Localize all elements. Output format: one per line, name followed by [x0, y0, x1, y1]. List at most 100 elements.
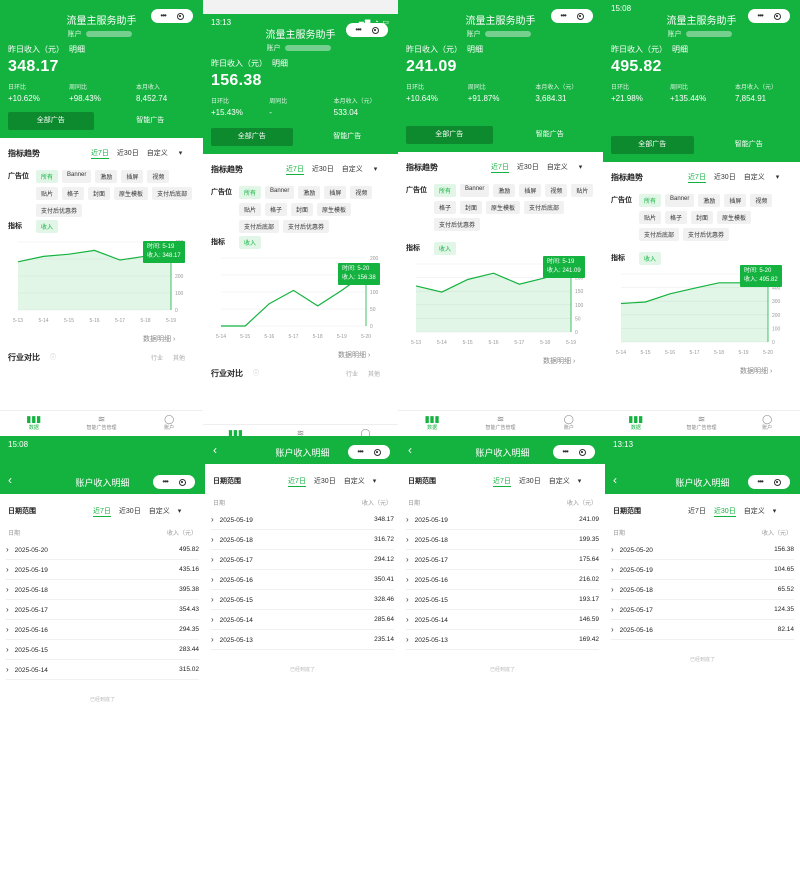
more-dots-icon[interactable]: ••• — [757, 11, 763, 20]
table-row[interactable]: 2025-05-14 146.59 — [406, 610, 599, 630]
mini-program-close-icon[interactable] — [576, 12, 584, 20]
ad-slot-chip[interactable]: 原生模板 — [317, 203, 352, 216]
ad-slot-chip[interactable]: 贴片 — [36, 187, 59, 200]
mini-program-close-icon[interactable] — [773, 12, 781, 20]
data-detail-link[interactable]: 数据明细 › — [338, 350, 370, 360]
compare-tab[interactable]: 其他 — [173, 356, 186, 362]
range-option[interactable]: 近30日 — [713, 508, 736, 517]
nav-item[interactable]: ◯账户 — [535, 411, 603, 436]
ad-slot-chip[interactable]: 支付后底部 — [152, 187, 193, 200]
ad-slot-chip[interactable]: 支付后优惠券 — [36, 204, 83, 217]
detail-link[interactable]: 明细 — [69, 45, 85, 54]
ad-slot-chip[interactable]: 原生模板 — [717, 211, 752, 224]
range-option[interactable]: 近7日 — [688, 174, 706, 183]
back-arrow-icon[interactable]: ‹ — [213, 443, 217, 457]
back-arrow-icon[interactable]: ‹ — [8, 473, 12, 487]
table-row[interactable]: 2025-05-18 316.72 — [211, 530, 394, 550]
compare-tab[interactable]: 其他 — [368, 372, 381, 378]
data-detail-link[interactable]: 数据明细 › — [740, 366, 772, 376]
table-row[interactable]: 2025-05-18 199.35 — [406, 530, 599, 550]
back-arrow-icon[interactable]: ‹ — [613, 473, 617, 487]
ad-slot-chip[interactable]: 贴片 — [639, 211, 662, 224]
ad-slot-chip[interactable]: 格子 — [62, 187, 85, 200]
nav-item[interactable]: ◯账户 — [734, 411, 800, 436]
more-dots-icon[interactable]: ••• — [162, 477, 168, 486]
nav-item[interactable]: ◯账户 — [135, 411, 203, 436]
tab-all-ads[interactable]: 全部广告 — [8, 112, 94, 130]
ad-slot-chip[interactable]: 支付后优惠券 — [434, 218, 481, 231]
table-row[interactable]: 2025-05-16 294.35 — [6, 620, 199, 640]
table-row[interactable]: 2025-05-19 241.09 — [406, 510, 599, 530]
ad-slot-chip[interactable]: 封面 — [88, 187, 111, 200]
ad-slot-chip[interactable]: 格子 — [665, 211, 688, 224]
ad-slot-chip[interactable]: 视频 — [545, 184, 568, 197]
nav-item[interactable]: ≋智能广告管理 — [68, 411, 136, 436]
mini-program-close-icon[interactable] — [773, 478, 781, 486]
data-link-text[interactable]: 数据明细 — [143, 336, 171, 343]
range-option[interactable]: 自定义 — [146, 150, 168, 157]
nav-item[interactable]: ▮▮▮数据 — [0, 411, 68, 436]
ad-slot-chip[interactable]: 贴片 — [571, 184, 594, 197]
data-link-text[interactable]: 数据明细 — [338, 352, 366, 359]
range-option[interactable]: 自定义 — [341, 166, 363, 173]
more-dots-icon[interactable]: ••• — [560, 11, 566, 20]
ad-slot-chip[interactable]: 激励 — [698, 194, 721, 207]
ad-slot-chip[interactable]: Banner — [265, 186, 295, 199]
table-row[interactable]: 2025-05-20 495.82 — [6, 540, 199, 560]
more-dots-icon[interactable]: ••• — [562, 447, 568, 456]
mini-program-close-icon[interactable] — [176, 12, 184, 20]
table-row[interactable]: 2025-05-17 354.43 — [6, 600, 199, 620]
range-option[interactable]: 近30日 — [311, 166, 334, 173]
range-option[interactable]: 近7日 — [493, 478, 511, 487]
range-option[interactable]: 近30日 — [116, 150, 139, 157]
ad-slot-chip[interactable]: 激励 — [95, 170, 118, 183]
table-row[interactable]: 2025-05-14 315.02 — [6, 660, 199, 680]
table-row[interactable]: 2025-05-20 156.38 — [611, 540, 794, 560]
range-option[interactable]: 自定义 — [148, 508, 170, 515]
ad-slot-chip[interactable]: 激励 — [298, 186, 321, 199]
range-option[interactable]: 近30日 — [713, 174, 736, 181]
ad-slot-chip[interactable]: 贴片 — [239, 203, 262, 216]
nav-item[interactable]: ≋智能广告管理 — [466, 411, 534, 436]
more-dots-icon[interactable]: ••• — [355, 25, 361, 34]
range-option[interactable]: 自定义 — [546, 164, 568, 171]
ad-slot-chip[interactable]: 原生模板 — [114, 187, 149, 200]
compare-tab[interactable]: 行业 — [151, 356, 164, 362]
more-dots-icon[interactable]: ••• — [757, 477, 763, 486]
ad-slot-chip[interactable]: 插屏 — [324, 186, 347, 199]
ad-slot-chip[interactable]: 格子 — [434, 201, 457, 214]
table-row[interactable]: 2025-05-14 285.64 — [211, 610, 394, 630]
ad-slot-chip[interactable]: 支付后底部 — [524, 201, 565, 214]
ad-slot-chip[interactable]: 所有 — [239, 186, 262, 199]
table-row[interactable]: 2025-05-17 294.12 — [211, 550, 394, 570]
ad-slot-chip[interactable]: 所有 — [639, 194, 662, 207]
table-row[interactable]: 2025-05-19 104.65 — [611, 560, 794, 580]
detail-link[interactable]: 明细 — [272, 59, 288, 68]
range-option[interactable]: 近30日 — [118, 508, 141, 515]
range-option[interactable]: 近7日 — [93, 508, 111, 517]
metric-chip-income[interactable]: 收入 — [434, 242, 457, 255]
tab-all-ads[interactable]: 全部广告 — [611, 136, 694, 154]
ad-slot-chip[interactable]: 所有 — [36, 170, 59, 183]
ad-slot-chip[interactable]: 激励 — [493, 184, 516, 197]
ad-slot-chip[interactable]: 格子 — [265, 203, 288, 216]
nav-item[interactable]: ▮▮▮数据 — [398, 411, 466, 436]
tab-all-ads[interactable]: 全部广告 — [211, 128, 293, 146]
range-option[interactable]: 近7日 — [491, 164, 509, 173]
range-option[interactable]: 自定义 — [343, 478, 365, 485]
ad-slot-chip[interactable]: 原生模板 — [486, 201, 521, 214]
table-row[interactable]: 2025-05-13 169.42 — [406, 630, 599, 650]
table-row[interactable]: 2025-05-19 348.17 — [211, 510, 394, 530]
range-option[interactable]: 自定义 — [548, 478, 570, 485]
data-link-text[interactable]: 数据明细 — [740, 368, 768, 375]
ad-slot-chip[interactable]: 插屏 — [519, 184, 542, 197]
ad-slot-chip[interactable]: Banner — [460, 184, 490, 197]
range-option[interactable]: 近30日 — [313, 478, 336, 485]
table-row[interactable]: 2025-05-15 193.17 — [406, 590, 599, 610]
nav-item[interactable]: ≋智能广告管理 — [669, 411, 735, 436]
info-icon[interactable]: ⓘ — [253, 371, 260, 377]
ad-slot-chip[interactable]: 支付后底部 — [639, 228, 680, 241]
tab-smart-ads[interactable]: 智能广告 — [136, 117, 165, 124]
range-option[interactable]: 自定义 — [743, 508, 765, 515]
ad-slot-chip[interactable]: 插屏 — [724, 194, 747, 207]
